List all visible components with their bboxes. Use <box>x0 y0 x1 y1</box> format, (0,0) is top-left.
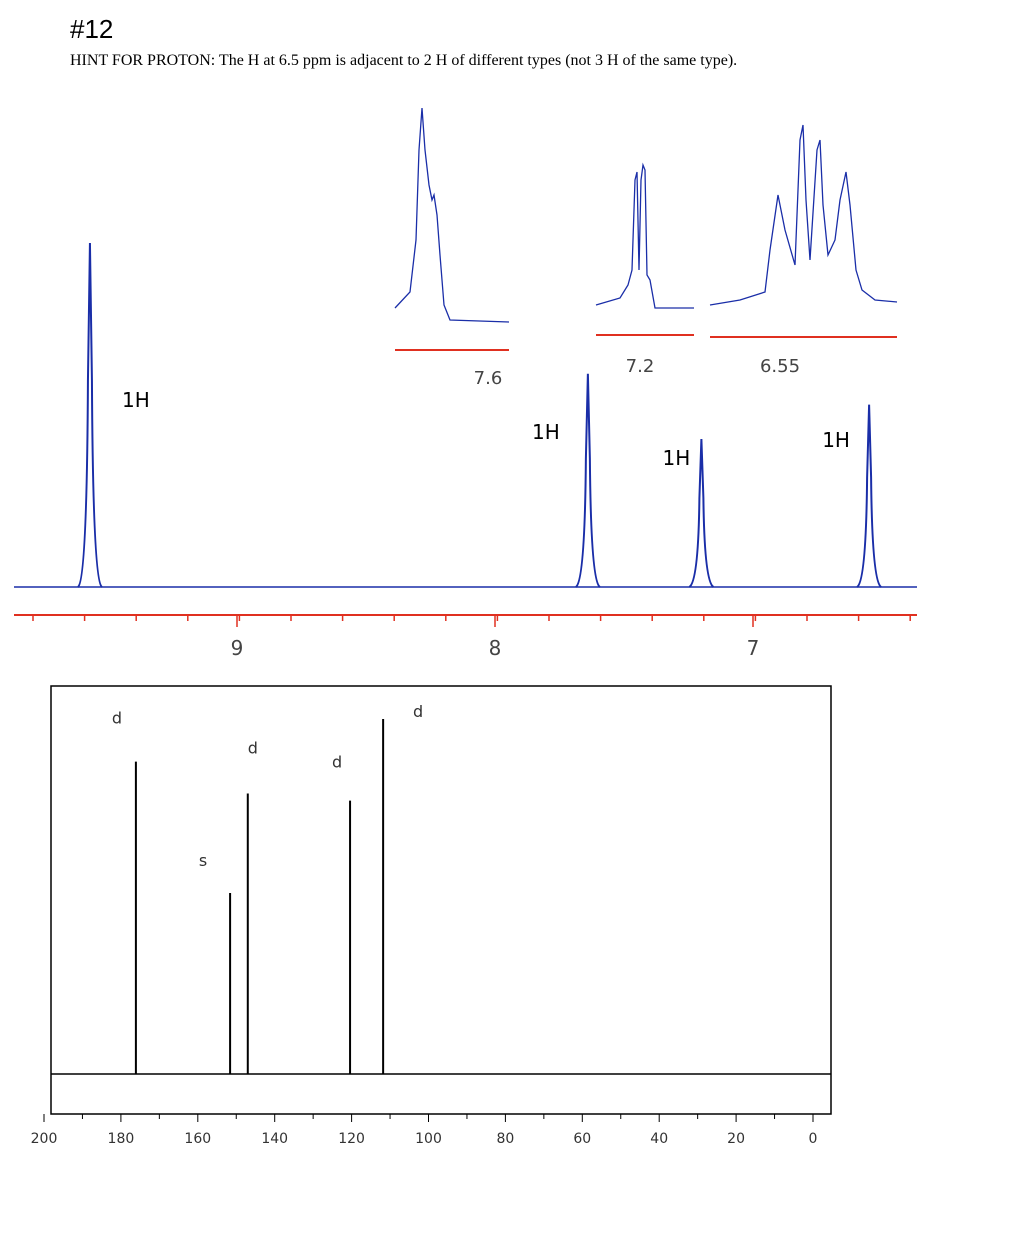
x-tick-label: 60 <box>573 1131 591 1147</box>
integration-label: 1H <box>822 428 850 452</box>
integration-label: 1H <box>663 446 691 470</box>
x-tick-label: 8 <box>489 636 502 660</box>
x-tick-label: 80 <box>496 1131 514 1147</box>
multiplicity-label: d <box>413 702 423 721</box>
proton-peak <box>77 242 103 588</box>
inset-label: 6.55 <box>760 356 800 377</box>
integration-label: 1H <box>532 420 560 444</box>
x-tick-label: 160 <box>184 1131 211 1147</box>
carbon-frame <box>50 685 832 1115</box>
multiplicity-label: d <box>332 753 342 772</box>
x-tick-label: 20 <box>727 1131 745 1147</box>
inset-label: 7.6 <box>474 368 503 389</box>
x-tick-label: 180 <box>108 1131 135 1147</box>
inset-peak <box>709 124 898 306</box>
multiplicity-label: s <box>199 851 207 870</box>
multiplicity-label: d <box>248 739 258 758</box>
x-tick-label: 140 <box>261 1131 288 1147</box>
proton-peak <box>856 404 882 588</box>
hint: HINT FOR PROTON: The H at 6.5 ppm is adj… <box>70 52 738 69</box>
x-tick-label: 200 <box>31 1131 58 1147</box>
inset-scales <box>395 334 897 351</box>
x-tick-label: 7 <box>747 636 760 660</box>
x-tick-label: 40 <box>650 1131 668 1147</box>
title: #12 <box>70 14 114 44</box>
inset-peak <box>595 162 694 309</box>
integration-label: 1H <box>122 388 150 412</box>
x-tick-label: 0 <box>809 1131 818 1147</box>
x-tick-label: 9 <box>231 636 244 660</box>
multiplicity-label: d <box>112 709 122 728</box>
insets <box>394 107 898 323</box>
x-tick-label: 100 <box>415 1131 442 1147</box>
inset-peak <box>394 107 510 323</box>
inset-label: 7.2 <box>626 356 655 377</box>
proton-peak <box>688 439 715 588</box>
x-tick-label: 120 <box>338 1131 365 1147</box>
proton-peak <box>575 373 601 588</box>
